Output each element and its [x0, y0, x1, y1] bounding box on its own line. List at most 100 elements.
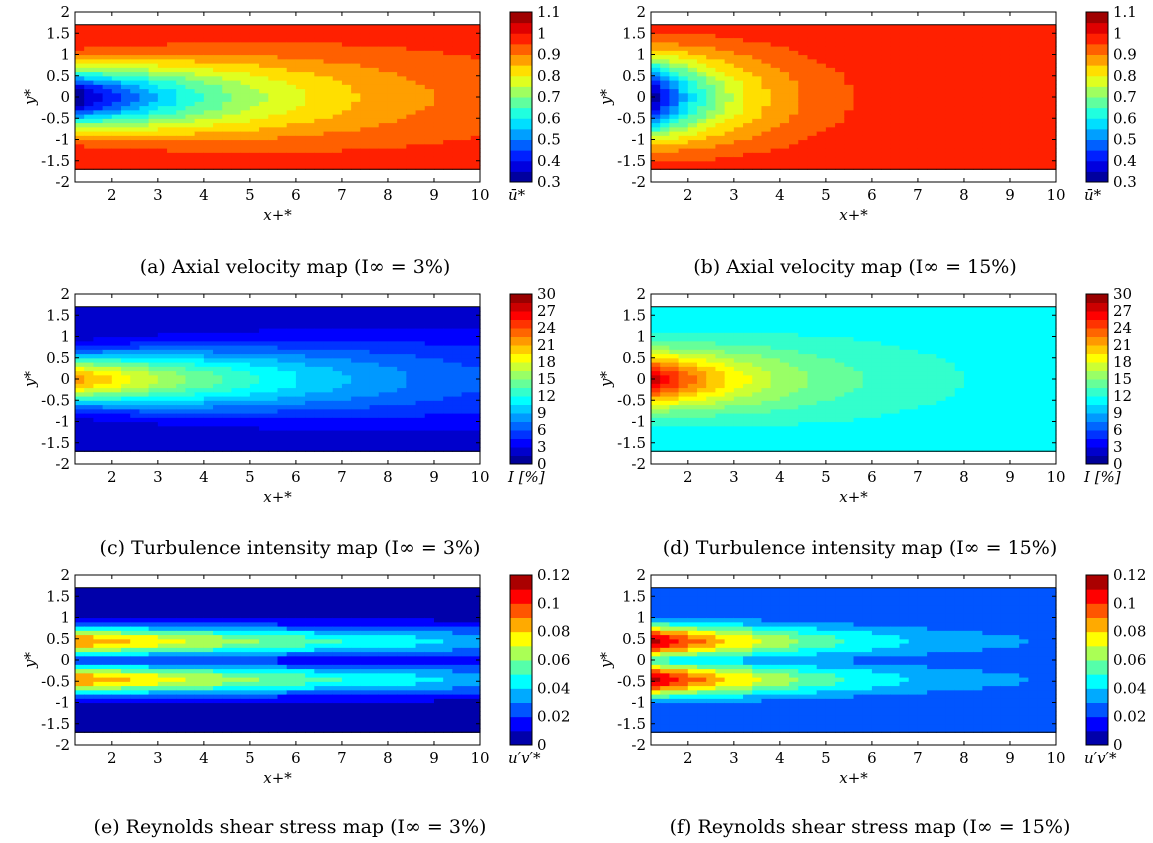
heatmap-cell: [213, 88, 223, 94]
heatmap-cell: [899, 165, 910, 170]
heatmap-cell: [268, 109, 279, 115]
heatmap-cell: [387, 447, 398, 452]
heatmap-cell: [927, 92, 937, 98]
heatmap-cell: [277, 404, 288, 410]
heatmap-cell: [470, 408, 481, 414]
heatmap-cell: [286, 362, 297, 367]
heatmap-cell: [387, 37, 398, 43]
heatmap-cell: [341, 425, 352, 431]
heatmap-cell: [323, 345, 334, 350]
heatmap-cell: [102, 387, 113, 393]
heatmap-cell: [102, 383, 113, 389]
heatmap-cell: [259, 88, 269, 94]
heatmap-cell: [194, 332, 205, 338]
heatmap-cell: [936, 135, 947, 141]
heatmap-cell: [779, 118, 790, 124]
heatmap-cell: [121, 88, 131, 94]
heatmap-cell: [176, 400, 187, 406]
heatmap-cell: [111, 353, 122, 359]
heatmap-cell: [669, 109, 680, 115]
heatmap-cell: [332, 33, 343, 39]
heatmap-cell: [927, 46, 937, 51]
heatmap-cell: [213, 345, 223, 350]
heatmap-cell: [259, 417, 269, 423]
heatmap-cell: [1009, 101, 1020, 107]
heatmap-cell: [341, 41, 352, 47]
panel-c: 2 1.5 1 0.5 0 -0.5 -1 -1.5 -2 2 3 4 5 6 7 8 9 10 x+* y* 30 27…: [0, 282, 576, 532]
heatmap-cell: [121, 413, 131, 418]
heatmap-cell: [378, 118, 389, 124]
heatmap-cell: [351, 143, 361, 149]
heatmap-cell: [706, 434, 717, 440]
heatmap-cell: [387, 340, 398, 346]
heatmap-cell: [752, 41, 763, 47]
heatmap-cell: [669, 362, 680, 367]
heatmap-cell: [213, 63, 223, 68]
heatmap-chart-a: 21.510.50-0.5-1-1.5-22 3 4 5 6 7 8 9 10x+*y*1.11…: [21, 3, 561, 224]
heatmap-cell: [314, 374, 325, 380]
heatmap-cell: [369, 400, 380, 406]
heatmap-cell: [341, 33, 352, 39]
colorbar-tick-label: 0.4: [1113, 152, 1137, 170]
heatmap-cell: [341, 434, 352, 440]
heatmap-cell: [387, 408, 398, 414]
heatmap-cell: [397, 434, 407, 440]
heatmap-cell: [268, 80, 279, 85]
heatmap-cell: [1037, 33, 1048, 39]
heatmap-cell: [1028, 97, 1039, 102]
heatmap-cell: [770, 131, 781, 136]
heatmap-cell: [461, 374, 472, 380]
heatmap-cell: [1000, 97, 1011, 102]
heatmap-cell: [176, 370, 187, 376]
heatmap-cell: [899, 54, 910, 60]
heatmap-cell: [295, 400, 306, 406]
heatmap-cell: [332, 50, 343, 56]
heatmap-cell: [240, 396, 251, 401]
heatmap-cell: [121, 370, 131, 376]
heatmap-cell: [277, 315, 288, 321]
heatmap-cell: [1037, 37, 1048, 43]
heatmap-cell: [973, 139, 983, 145]
heatmap-cell: [231, 319, 242, 325]
colorbar-swatch: [510, 171, 532, 183]
heatmap-cell: [651, 24, 661, 30]
heatmap-cell: [351, 160, 361, 166]
heatmap-cell: [148, 315, 159, 321]
heatmap-cell: [669, 101, 680, 107]
heatmap-cell: [222, 362, 233, 367]
heatmap-cell: [249, 50, 260, 56]
heatmap-cell: [176, 417, 187, 423]
heatmap-cell: [687, 400, 698, 406]
heatmap-cell: [176, 139, 187, 145]
heatmap-cell: [406, 336, 417, 342]
heatmap-cell: [908, 118, 919, 124]
heatmap-cell: [102, 80, 113, 85]
heatmap-cell: [807, 50, 818, 56]
heatmap-cell: [862, 97, 873, 102]
heatmap-cell: [249, 122, 260, 128]
heatmap-cell: [139, 417, 150, 423]
heatmap-cell: [130, 54, 141, 60]
heatmap-cell: [222, 319, 233, 325]
heatmap-cell: [415, 54, 426, 60]
heatmap-cell: [176, 97, 187, 102]
heatmap-cell: [871, 54, 882, 60]
heatmap-cell: [75, 160, 85, 166]
heatmap-cell: [351, 328, 361, 333]
heatmap-cell: [853, 148, 864, 153]
heatmap-cell: [176, 41, 187, 47]
heatmap-cell: [452, 404, 463, 410]
heatmap-cell: [954, 118, 965, 124]
heatmap-cell: [314, 148, 325, 153]
heatmap-cell: [259, 438, 269, 444]
heatmap-cell: [121, 306, 131, 312]
heatmap-cell: [789, 88, 799, 94]
heatmap-cell: [424, 319, 435, 325]
heatmap-cell: [378, 447, 389, 452]
heatmap-cell: [341, 148, 352, 153]
heatmap-cell: [84, 118, 95, 124]
heatmap-cell: [982, 24, 993, 30]
heatmap-cell: [222, 92, 233, 98]
heatmap-cell: [789, 41, 799, 47]
heatmap-cell: [669, 421, 680, 427]
